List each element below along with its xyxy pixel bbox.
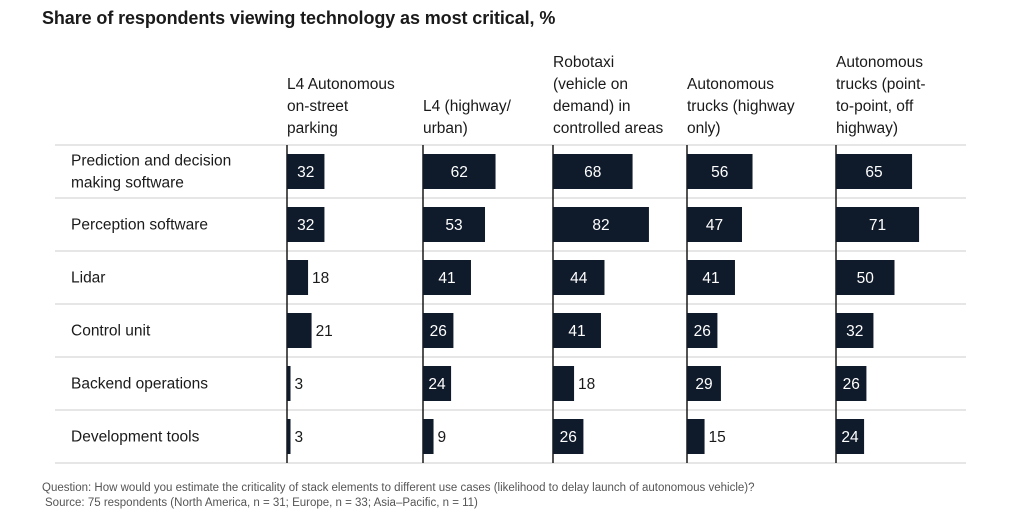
bar — [836, 260, 895, 295]
bar-value-label: 3 — [295, 376, 304, 393]
bar — [287, 366, 291, 401]
source-note: Source: 75 respondents (North America, n… — [45, 496, 478, 509]
column-header-line: trucks (point- — [836, 76, 926, 93]
column-header-line: (vehicle on — [553, 76, 628, 93]
column-header-line: Robotaxi — [553, 54, 614, 71]
row-label-line: Prediction and decision — [71, 153, 231, 170]
bar-value-label: 24 — [428, 376, 446, 393]
row-label-line: making software — [71, 175, 184, 192]
bar-value-label: 18 — [312, 270, 329, 287]
bar — [287, 260, 309, 295]
bar-value-label: 68 — [584, 164, 601, 181]
bar — [687, 260, 735, 295]
row-label: Lidar — [71, 270, 105, 287]
column-header: Robotaxi (vehicle on demand) in controlled … — [553, 54, 664, 137]
bar — [287, 154, 325, 189]
bar-value-label: 24 — [841, 429, 859, 446]
bar-value-label: 26 — [560, 429, 577, 446]
bar-value-label: 53 — [445, 217, 462, 234]
column-header-line: controlled areas — [553, 120, 664, 137]
column-header-line: L4 Autonomous — [287, 76, 395, 93]
bar — [423, 207, 486, 242]
question-note: Question: How would you estimate the cri… — [42, 482, 755, 494]
row-label: Control unit — [71, 323, 151, 340]
row-label: Perception software — [71, 217, 208, 234]
bar — [553, 419, 584, 454]
bar — [836, 419, 865, 454]
column-header: L4 (highway/urban) — [423, 98, 512, 137]
bar — [687, 313, 718, 348]
column-header-line: Autonomous — [687, 76, 774, 93]
bar-value-label: 32 — [297, 164, 314, 181]
bar-value-label: 56 — [711, 164, 728, 181]
bar — [687, 207, 742, 242]
bar-value-label: 15 — [709, 429, 726, 446]
bar — [687, 419, 705, 454]
bar-value-label: 50 — [857, 270, 875, 287]
column-header-line: parking — [287, 120, 338, 137]
bar-value-label: 26 — [694, 323, 711, 340]
column-header-line: only) — [687, 120, 721, 137]
bar-value-label: 82 — [592, 217, 609, 234]
bar-value-label: 21 — [316, 323, 333, 340]
row-label-line: Control unit — [71, 323, 151, 340]
bar — [836, 154, 913, 189]
column-header-line: highway) — [836, 120, 898, 137]
bar — [423, 366, 452, 401]
bar-value-label: 3 — [295, 429, 304, 446]
bar — [687, 366, 721, 401]
column-header-line: urban) — [423, 120, 468, 137]
bar-value-label: 9 — [438, 429, 447, 446]
column-header: L4 Autonomous on-street parking — [287, 76, 395, 137]
row-label-line: Backend operations — [71, 376, 208, 393]
bar-value-label: 41 — [438, 270, 455, 287]
bar-value-label: 26 — [843, 376, 860, 393]
column-header-line: demand) in — [553, 98, 631, 115]
bar — [553, 313, 601, 348]
bar — [836, 207, 920, 242]
column-header-line: on-street — [287, 98, 349, 115]
bar — [553, 366, 575, 401]
bar — [287, 207, 325, 242]
row-label-line: Development tools — [71, 429, 200, 446]
bar — [553, 154, 633, 189]
bar — [553, 207, 649, 242]
bar — [287, 419, 291, 454]
bar-value-label: 18 — [578, 376, 595, 393]
bar-value-label: 32 — [846, 323, 863, 340]
bar — [423, 260, 471, 295]
bar — [423, 419, 434, 454]
bar-value-label: 62 — [451, 164, 468, 181]
column-header-line: to-point, off — [836, 98, 914, 115]
column-header: Autonomous trucks (point-to-point, off hig… — [836, 54, 926, 137]
row-label-line: Perception software — [71, 217, 208, 234]
bar-value-label: 71 — [869, 217, 886, 234]
row-label-line: Lidar — [71, 270, 105, 287]
bar-value-label: 65 — [865, 164, 882, 181]
bar — [836, 366, 867, 401]
bar-value-label: 41 — [702, 270, 719, 287]
row-label: Prediction and decision making software — [71, 153, 231, 192]
bar-value-label: 29 — [695, 376, 712, 393]
bar — [423, 154, 496, 189]
row-label: Backend operations — [71, 376, 208, 393]
bar-value-label: 32 — [297, 217, 314, 234]
footnotes: Question: How would you estimate the cri… — [42, 481, 755, 510]
column-header-line: L4 (highway/ — [423, 98, 512, 115]
column-header: Autonomous trucks (highway only) — [687, 76, 795, 137]
bar-value-label: 44 — [570, 270, 588, 287]
chart-title: Share of respondents viewing technology … — [42, 8, 556, 28]
column-header-line: trucks (highway — [687, 98, 795, 115]
column-header-line: Autonomous — [836, 54, 923, 71]
bar — [836, 313, 874, 348]
bar-value-label: 26 — [430, 323, 447, 340]
bar-value-label: 47 — [706, 217, 723, 234]
bar — [287, 313, 312, 348]
bar — [553, 260, 605, 295]
bar — [423, 313, 454, 348]
bar — [687, 154, 753, 189]
bar-value-label: 41 — [568, 323, 585, 340]
row-label: Development tools — [71, 429, 200, 446]
